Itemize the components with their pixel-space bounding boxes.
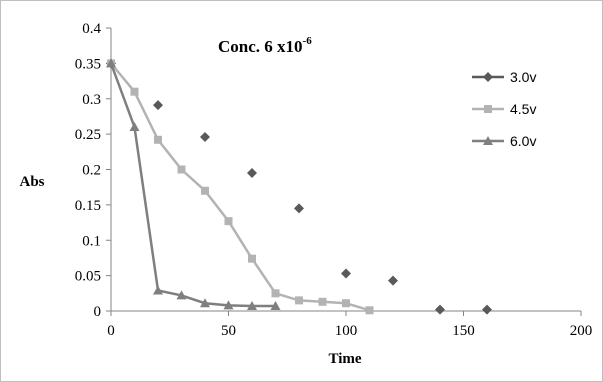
- legend-item-60v: 6.0v: [472, 133, 536, 149]
- data-point-60v: [129, 122, 140, 132]
- data-point-45v: [224, 217, 233, 226]
- y-tick-label: 0.1: [82, 233, 101, 249]
- data-point-30v: [435, 304, 445, 315]
- legend-label-45v: 4.5v: [510, 101, 536, 117]
- legend-marker-60v: [483, 136, 493, 145]
- data-point-30v: [247, 168, 257, 179]
- y-tick-label: 0.25: [75, 127, 101, 143]
- data-point-45v: [248, 254, 256, 263]
- chart-title: Conc. 6 x10-6: [218, 35, 312, 56]
- y-tick-label: 0.15: [75, 198, 101, 214]
- plot-area: 0 0.05 0.1 0.15 0.2 0.25 0.3 0.35 0.4 0 50 100 150 20…: [75, 21, 593, 339]
- y-tick-label: 0.05: [75, 269, 101, 285]
- series-45v: [107, 59, 374, 315]
- x-tick-label: 0: [107, 323, 115, 339]
- legend-label-60v: 6.0v: [510, 133, 536, 149]
- data-point-60v: [200, 298, 210, 308]
- data-point-45v: [365, 306, 374, 315]
- y-axis-title: Abs: [19, 174, 44, 190]
- x-tick-label: 150: [452, 323, 475, 339]
- data-point-60v: [106, 58, 116, 68]
- y-tick-label: 0.4: [82, 21, 101, 37]
- data-point-30v: [153, 100, 163, 111]
- legend-item-45v: 4.5v: [472, 101, 536, 117]
- data-point-45v: [177, 165, 186, 174]
- data-point-45v: [318, 297, 327, 306]
- legend-marker-30v: [483, 72, 493, 82]
- data-point-30v: [341, 268, 351, 279]
- x-tick-label: 50: [221, 323, 236, 339]
- y-tick-label: 0.35: [75, 56, 101, 72]
- data-point-60v: [270, 301, 281, 311]
- legend-item-30v: 3.0v: [472, 69, 536, 85]
- data-point-45v: [271, 289, 280, 298]
- data-point-30v: [482, 304, 492, 315]
- data-point-30v: [200, 131, 210, 142]
- data-point-60v: [153, 285, 163, 295]
- y-tick-label: 0.2: [82, 163, 101, 179]
- data-point-30v: [294, 203, 304, 214]
- legend-label-30v: 3.0v: [510, 69, 536, 85]
- series-line-60v: [109, 62, 276, 308]
- data-point-45v: [130, 87, 139, 96]
- x-tick-label: 100: [335, 323, 358, 339]
- x-tick-label: 200: [570, 323, 593, 339]
- data-point-60v: [223, 300, 234, 310]
- series-60v: [106, 58, 281, 311]
- legend-marker-45v: [484, 105, 492, 113]
- data-point-45v: [295, 296, 303, 305]
- y-tick-label: 0: [94, 304, 102, 320]
- legend: 3.0v 4.5v 6.0v: [472, 69, 536, 149]
- data-point-45v: [201, 186, 209, 195]
- data-point-60v: [247, 301, 257, 311]
- y-tick-label: 0.3: [82, 92, 101, 108]
- data-point-60v: [176, 290, 187, 300]
- data-point-45v: [154, 135, 162, 144]
- x-axis-title: Time: [328, 351, 361, 367]
- data-point-30v: [388, 275, 398, 286]
- data-point-45v: [342, 299, 350, 308]
